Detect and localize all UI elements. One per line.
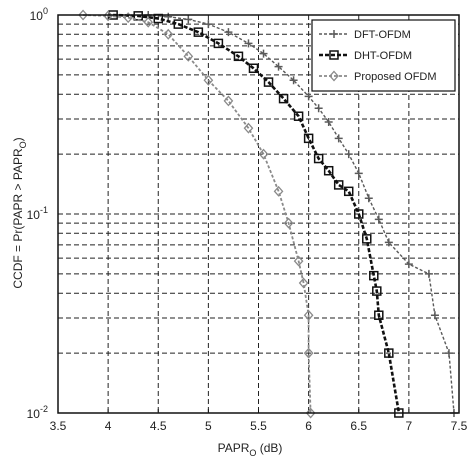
square-marker (333, 180, 344, 190)
diamond-marker (303, 309, 314, 321)
plus-marker (444, 349, 453, 358)
plus-marker (330, 30, 338, 38)
diamond-marker (243, 122, 254, 134)
square-marker (303, 133, 314, 144)
plus-marker (404, 260, 413, 269)
square-marker (248, 63, 259, 74)
square-marker (372, 286, 382, 296)
diamond-marker (293, 255, 304, 267)
series-line (148, 14, 455, 414)
diamond-marker (163, 28, 174, 40)
plus-marker (204, 20, 213, 29)
x-tick-label: 7 (406, 419, 413, 433)
tick-labels: 3.5 4 4.5 5 5.5 6 6.5 7 7.5 100 10-1 10-2 (27, 6, 468, 433)
square-marker (362, 234, 372, 244)
plus-marker (289, 76, 298, 85)
square-marker (193, 27, 204, 37)
square-marker (374, 310, 384, 320)
square-marker (354, 209, 364, 219)
plus-marker (314, 104, 323, 113)
x-tick-label: 4 (105, 419, 112, 433)
square-marker (173, 19, 184, 29)
plus-marker (384, 238, 393, 247)
square-marker (323, 165, 334, 176)
legend-item: DHT-OFDM (319, 50, 412, 62)
series-line (113, 13, 401, 414)
diamond-marker (303, 347, 314, 359)
axis-labels: PAPRO (dB) CCDF = Pr(PAPR > PAPRO) (11, 137, 282, 458)
x-tick-label: 7.5 (451, 419, 468, 433)
legend-label: DHT-OFDM (354, 50, 412, 62)
series-layer (78, 9, 458, 419)
x-tick-label: 5.5 (250, 419, 267, 433)
legend-label: DFT-OFDM (354, 29, 411, 41)
plus-marker (430, 311, 439, 320)
plus-marker (244, 39, 253, 48)
diamond-marker (78, 9, 88, 21)
x-tick-label: 5 (205, 419, 212, 433)
diamond-marker (258, 148, 269, 160)
diamond-marker (273, 185, 284, 197)
x-axis-label: PAPRO (dB) (218, 441, 283, 458)
legend-item: Proposed OFDM (319, 70, 437, 83)
plus-marker (184, 15, 193, 24)
y-tick-label: 100 (30, 6, 48, 23)
diamond-marker (223, 95, 234, 107)
x-tick-label: 6.5 (350, 419, 367, 433)
plus-marker (364, 194, 373, 203)
square-marker (329, 50, 339, 60)
diamond-marker (298, 277, 309, 289)
square-marker (213, 38, 224, 49)
square-marker (343, 186, 354, 197)
y-axis-label: CCDF = Pr(PAPR > PAPRO) (11, 137, 28, 288)
plus-marker (374, 215, 383, 224)
y-tick-label: 10-2 (27, 404, 48, 421)
plus-marker (259, 49, 268, 58)
plus-marker (354, 169, 363, 178)
square-marker (313, 153, 324, 164)
diamond-marker (203, 74, 214, 86)
series-line (83, 14, 312, 414)
series-dht-ofdm (108, 10, 404, 418)
plus-marker (334, 134, 343, 143)
diamond-marker (283, 217, 294, 229)
diamond-marker (123, 12, 134, 24)
square-marker (384, 348, 394, 358)
square-marker (233, 51, 244, 62)
plus-marker (274, 62, 283, 71)
square-marker (263, 77, 274, 87)
diamond-marker (143, 16, 154, 28)
square-marker (278, 93, 289, 104)
square-marker (369, 270, 379, 281)
x-tick-label: 4.5 (150, 419, 167, 433)
legend-label: Proposed OFDM (354, 71, 437, 83)
plus-marker (224, 28, 233, 37)
legend-item: DFT-OFDM (319, 29, 411, 41)
series-proposed-ofdm (78, 9, 316, 419)
plus-marker (164, 12, 173, 21)
plus-marker (304, 92, 313, 101)
diamond-marker (305, 407, 316, 419)
plus-marker (424, 269, 433, 278)
square-marker (293, 111, 304, 121)
diamond-marker (329, 70, 339, 82)
plus-marker (324, 117, 333, 126)
plot-frame (57, 14, 460, 414)
x-tick-label: 3.5 (50, 419, 67, 433)
y-tick-label: 10-1 (27, 205, 48, 222)
legend: DFT-OFDM DHT-OFDM Proposed OFDM (311, 19, 456, 92)
x-tick-label: 6 (305, 419, 312, 433)
plus-marker (344, 150, 353, 159)
diamond-marker (183, 50, 194, 62)
